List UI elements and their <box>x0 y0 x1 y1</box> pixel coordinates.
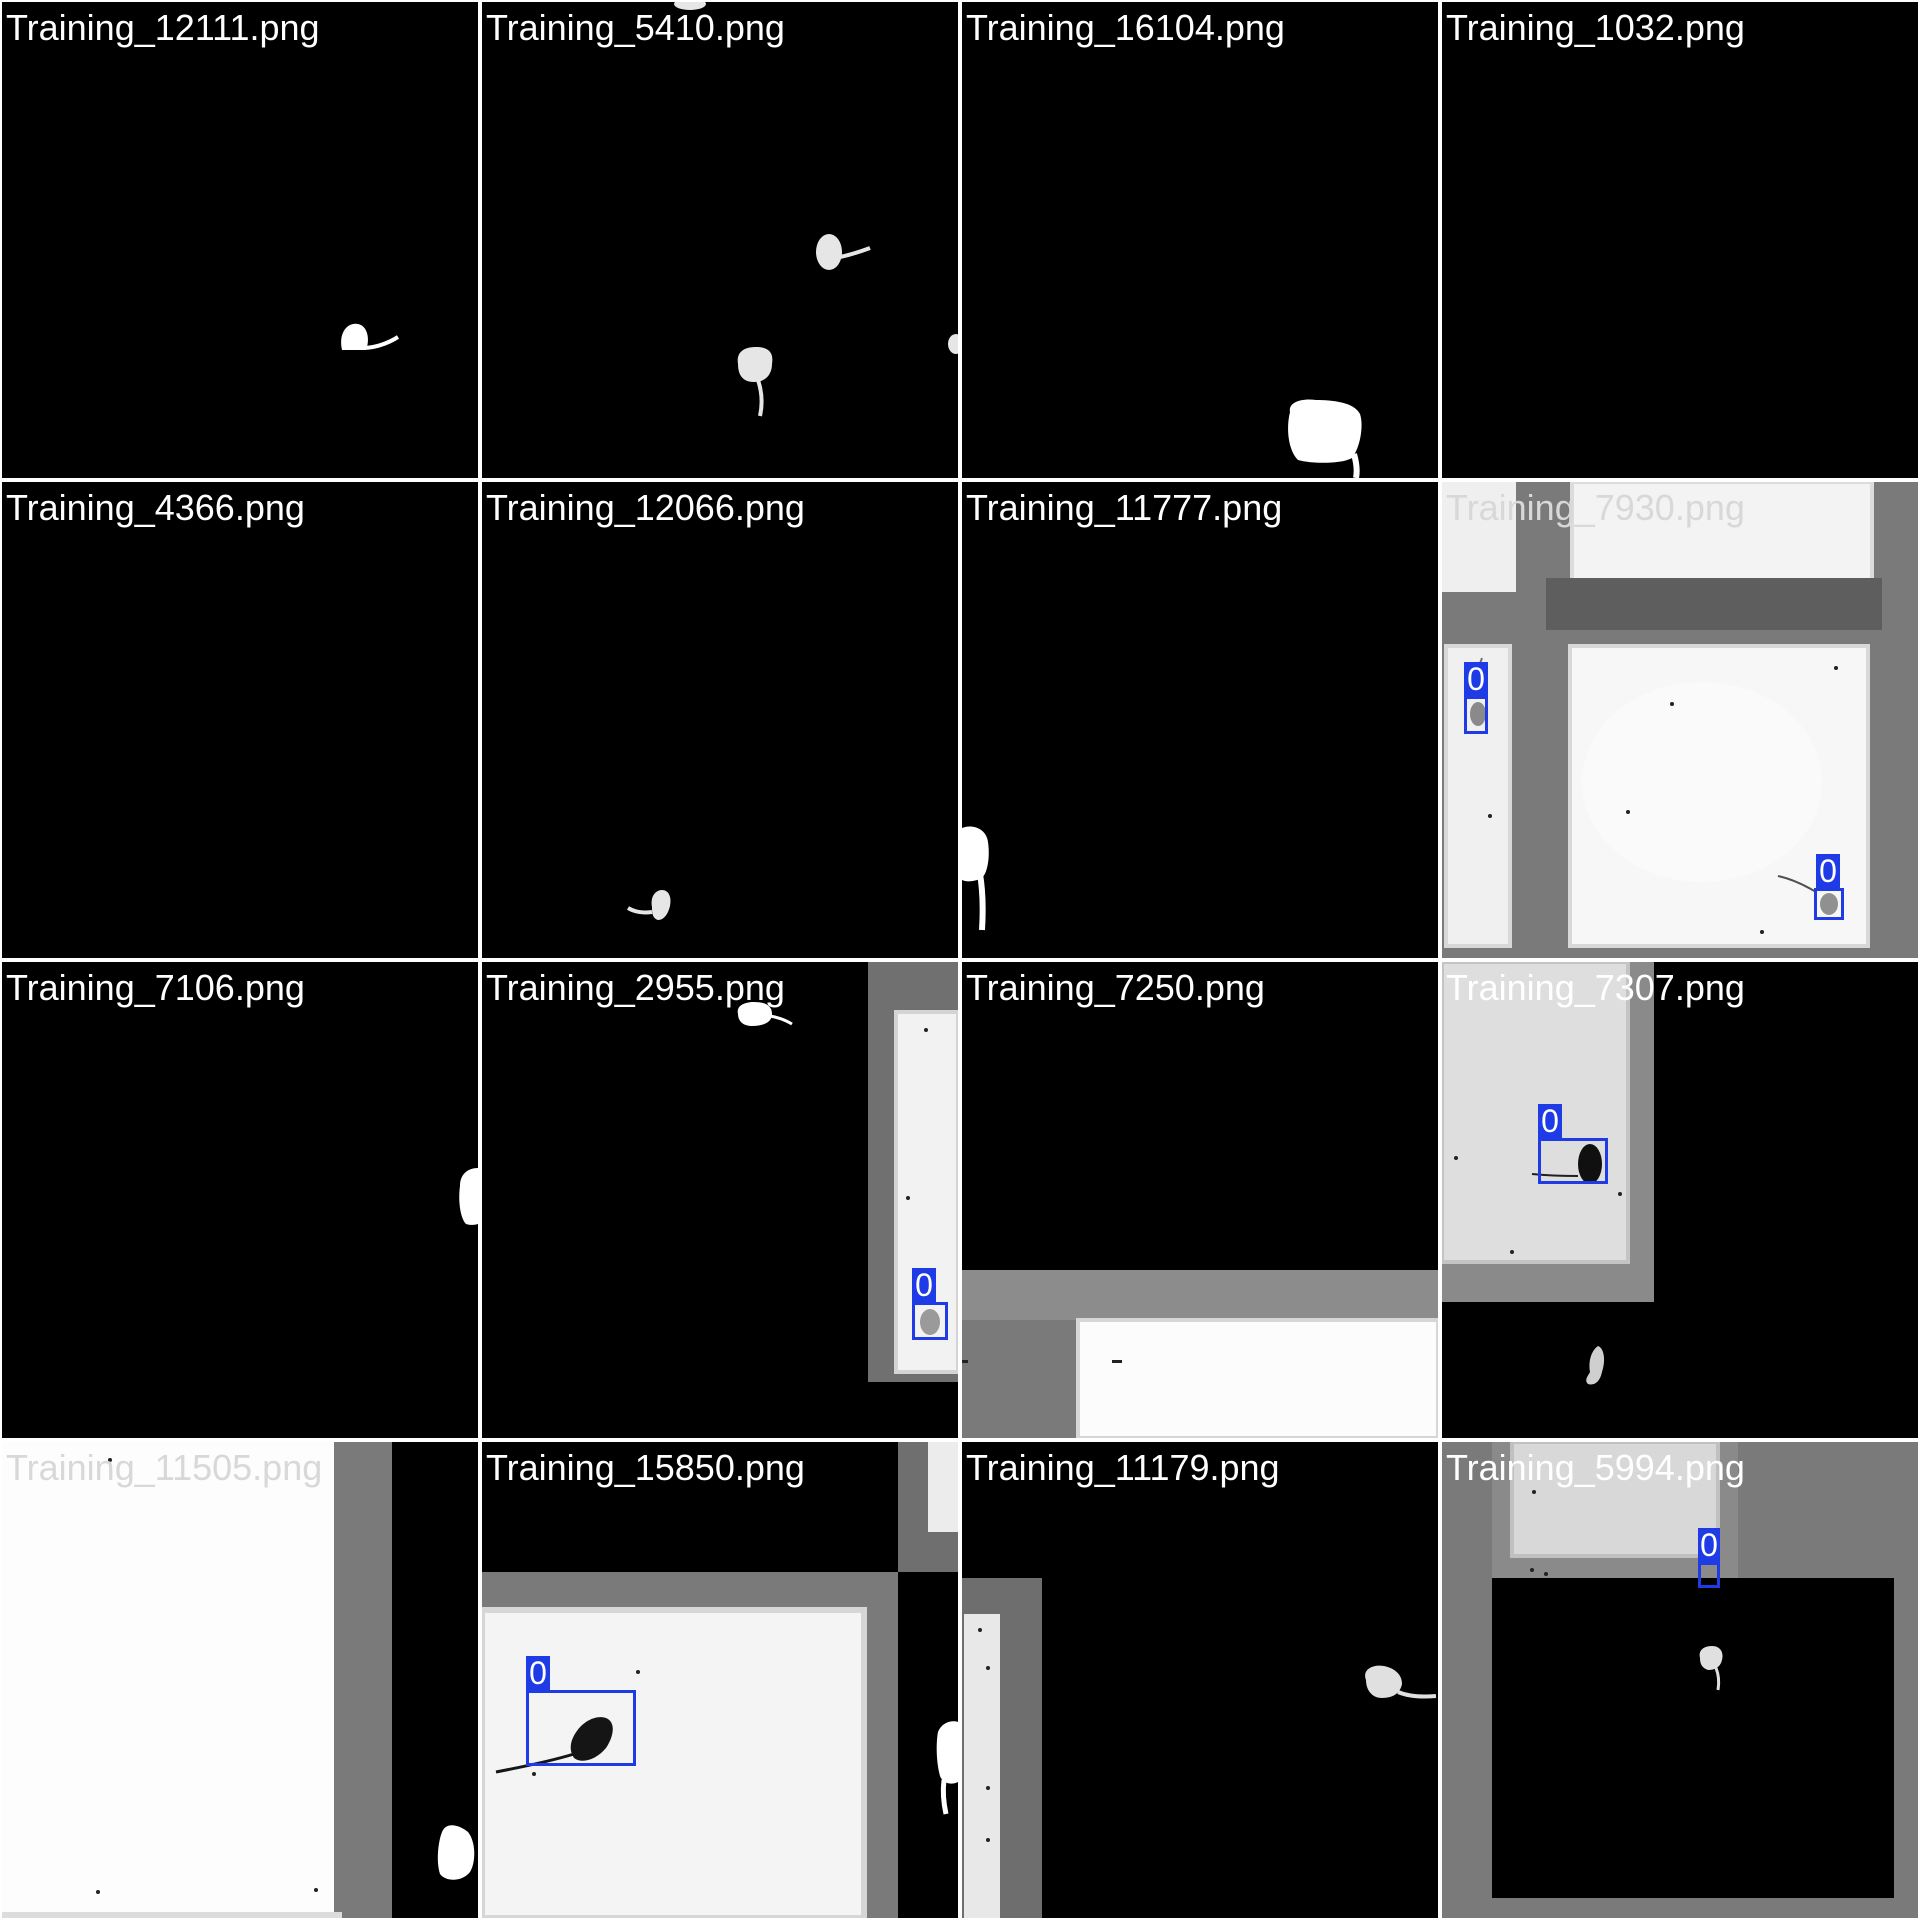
bbox-class-label: 0 <box>912 1268 936 1304</box>
tile-filename: Training_12066.png <box>486 487 805 528</box>
mosaic-tile: Training_1032.png <box>1442 2 1918 478</box>
tile-filename: Training_4366.png <box>6 487 305 528</box>
arena-image <box>482 1442 958 1918</box>
tile-filename: Training_11505.png <box>6 1447 323 1488</box>
mosaic-tile: Training_2955.png 0 <box>482 962 958 1438</box>
bounding-box <box>526 1690 636 1766</box>
tile-filename: Training_11179.png <box>966 1447 1280 1488</box>
mosaic-tile: Training_12111.png <box>2 2 478 478</box>
mask-image <box>962 826 989 931</box>
bbox-class-label: 0 <box>1464 662 1488 698</box>
tile-filename: Training_16104.png <box>966 7 1285 48</box>
arena-image <box>962 1270 1438 1438</box>
tile-filename: Training_5994.png <box>1446 1447 1745 1488</box>
mask-image <box>737 962 958 1382</box>
tile-filename: Training_2955.png <box>486 967 785 1008</box>
arena-image <box>1442 482 1918 958</box>
bounding-box <box>1814 888 1844 920</box>
mosaic-tile: Training_7250.png <box>962 962 1438 1438</box>
mosaic-tile: Training_4366.png <box>2 482 478 958</box>
bbox-class-label: 0 <box>1538 1104 1562 1140</box>
arena-image <box>1442 962 1654 1385</box>
mosaic-tile: Training_11505.png <box>2 1442 478 1918</box>
bounding-box <box>912 1302 948 1340</box>
mosaic-tile: Training_11179.png <box>962 1442 1438 1918</box>
bounding-box <box>1464 696 1488 734</box>
tile-filename: Training_15850.png <box>486 1447 805 1488</box>
mosaic-tile: Training_12066.png <box>482 482 958 958</box>
mosaic-tile: Training_5410.png <box>482 2 958 478</box>
mask-image <box>626 890 671 920</box>
bbox-class-label: 0 <box>526 1656 550 1692</box>
bbox-class-label: 0 <box>1698 1528 1720 1564</box>
tile-filename: Training_12111.png <box>6 7 320 48</box>
mosaic-tile: Training_7930.png 0 0 <box>1442 482 1918 958</box>
mosaic-tile: Training_7106.png <box>2 962 478 1438</box>
tile-filename: Training_11777.png <box>966 487 1283 528</box>
mosaic-tile: Training_11777.png <box>962 482 1438 958</box>
bbox-class-label: 0 <box>1816 854 1840 890</box>
mosaic-tile: Training_16104.png <box>962 2 1438 478</box>
tile-filename: Training_7250.png <box>966 967 1265 1008</box>
tile-filename: Training_5410.png <box>486 7 785 48</box>
mask-image <box>341 323 400 350</box>
mosaic-tile: Training_15850.png 0 <box>482 1442 958 1918</box>
tile-filename: Training_7307.png <box>1446 967 1745 1008</box>
mask-image <box>674 2 958 417</box>
arena-image <box>1442 1442 1918 1918</box>
tile-filename: Training_7106.png <box>6 967 305 1008</box>
bounding-box <box>1538 1138 1608 1184</box>
arena-image <box>962 1578 1437 1918</box>
bounding-box <box>1698 1562 1720 1588</box>
mosaic-tile: Training_5994.png 0 <box>1442 1442 1918 1918</box>
mask-image <box>1288 399 1362 478</box>
mask-image <box>459 1168 478 1225</box>
arena-image <box>2 1442 478 1918</box>
mosaic-tile: Training_7307.png 0 <box>1442 962 1918 1438</box>
tile-filename: Training_7930.png <box>1446 487 1745 528</box>
tile-filename: Training_1032.png <box>1446 7 1745 48</box>
